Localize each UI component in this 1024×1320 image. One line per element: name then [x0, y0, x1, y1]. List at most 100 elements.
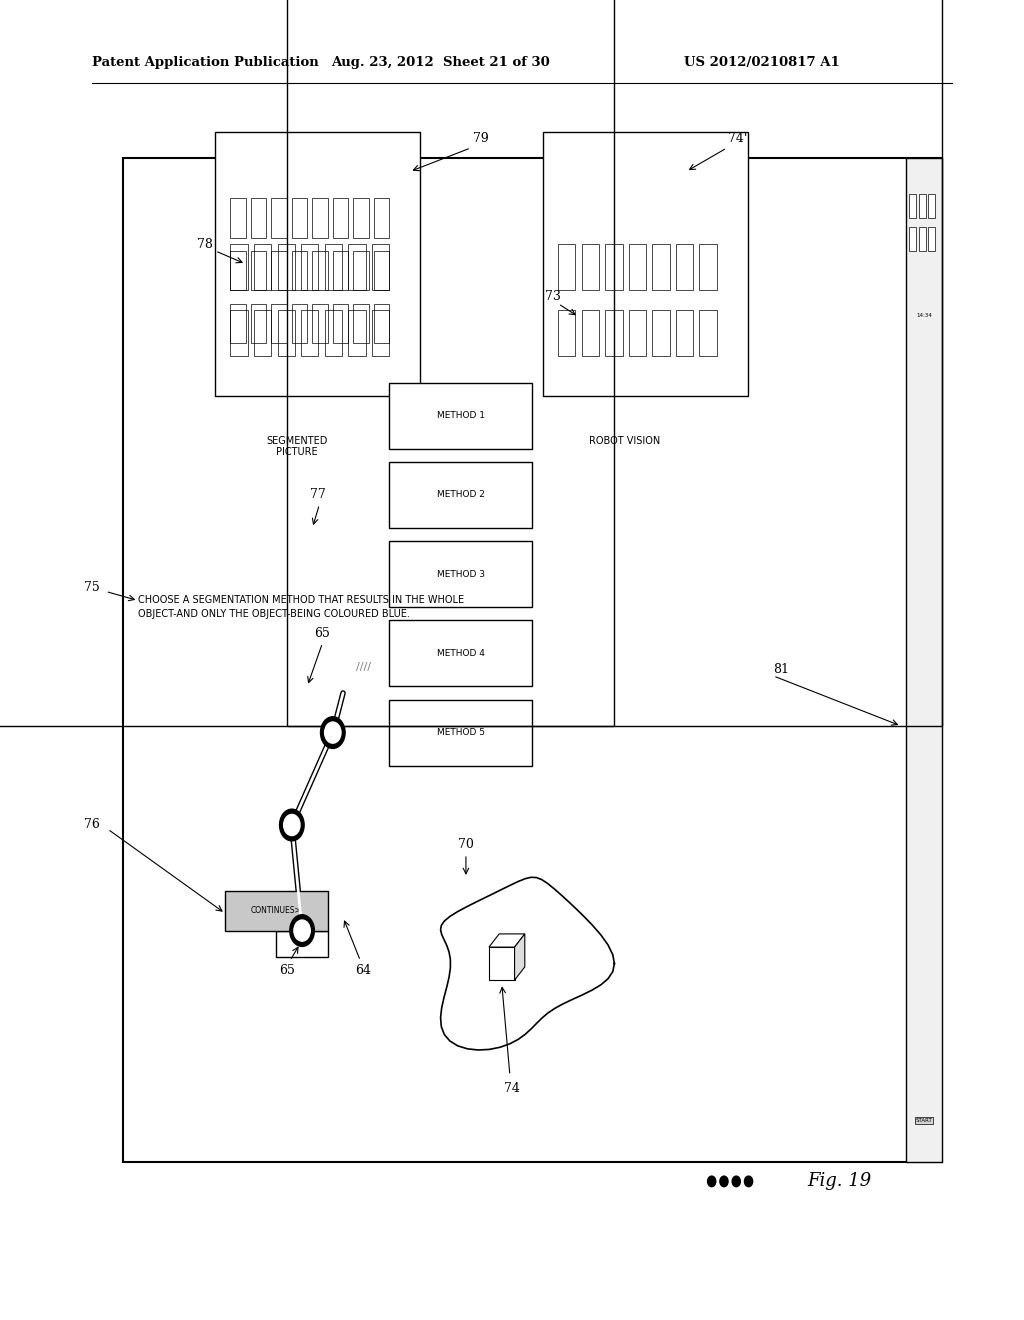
Bar: [276, 931, 328, 957]
Bar: [301, 310, 318, 356]
Bar: [374, 198, 389, 238]
Text: Aug. 23, 2012  Sheet 21 of 30: Aug. 23, 2012 Sheet 21 of 30: [331, 55, 550, 69]
Bar: [372, 310, 389, 356]
Bar: [271, 304, 287, 343]
Text: 76: 76: [84, 818, 100, 832]
Text: 75: 75: [84, 581, 100, 594]
Bar: [389, 462, 532, 528]
Bar: [558, 310, 575, 356]
Bar: [906, 158, 942, 1162]
Text: 65: 65: [314, 627, 331, 640]
Text: 64: 64: [355, 964, 372, 977]
Bar: [292, 251, 307, 290]
Bar: [699, 244, 717, 290]
Bar: [582, 244, 599, 290]
Bar: [389, 383, 532, 449]
Text: 74: 74: [504, 1082, 520, 1096]
Text: METHOD 5: METHOD 5: [437, 729, 484, 737]
Text: 73: 73: [545, 290, 561, 304]
Bar: [230, 244, 248, 290]
Circle shape: [294, 920, 310, 941]
Bar: [312, 198, 328, 238]
Bar: [271, 251, 287, 290]
Bar: [909, 194, 916, 218]
Bar: [292, 304, 307, 343]
Bar: [629, 244, 646, 290]
Text: Patent Application Publication: Patent Application Publication: [92, 55, 318, 69]
Bar: [389, 700, 532, 766]
Text: 77: 77: [309, 488, 326, 502]
Text: START: START: [915, 1118, 933, 1123]
Text: 81: 81: [773, 663, 790, 676]
Text: 78: 78: [197, 238, 213, 251]
Bar: [230, 304, 246, 343]
Bar: [230, 198, 246, 238]
Bar: [928, 227, 935, 251]
Bar: [254, 244, 271, 290]
Text: CONTINUES>: CONTINUES>: [251, 907, 302, 915]
Bar: [251, 304, 266, 343]
Bar: [652, 310, 670, 356]
Bar: [543, 132, 748, 396]
Text: Fig. 19: Fig. 19: [808, 1172, 871, 1191]
Bar: [230, 310, 248, 356]
Bar: [251, 251, 266, 290]
Bar: [312, 304, 328, 343]
Bar: [225, 891, 328, 931]
Bar: [605, 244, 623, 290]
Text: 65: 65: [279, 964, 295, 977]
Text: ////: ////: [356, 661, 371, 672]
Bar: [919, 227, 926, 251]
Bar: [230, 251, 246, 290]
Bar: [215, 132, 420, 396]
Text: METHOD 2: METHOD 2: [437, 491, 484, 499]
Bar: [374, 251, 389, 290]
Bar: [333, 198, 348, 238]
Bar: [389, 620, 532, 686]
Bar: [676, 310, 693, 356]
Circle shape: [708, 1176, 716, 1187]
Circle shape: [280, 809, 304, 841]
Bar: [582, 310, 599, 356]
Bar: [325, 310, 342, 356]
Circle shape: [325, 722, 341, 743]
Bar: [325, 244, 342, 290]
Bar: [123, 158, 942, 1162]
Bar: [353, 304, 369, 343]
Text: 79: 79: [473, 132, 489, 145]
Bar: [389, 541, 532, 607]
Text: CHOOSE A SEGMENTATION METHOD THAT RESULTS IN THE WHOLE
OBJECT-AND ONLY THE OBJEC: CHOOSE A SEGMENTATION METHOD THAT RESULT…: [138, 595, 464, 619]
Bar: [629, 310, 646, 356]
Bar: [333, 304, 348, 343]
Bar: [254, 310, 271, 356]
Bar: [353, 251, 369, 290]
Circle shape: [744, 1176, 753, 1187]
Bar: [909, 227, 916, 251]
Bar: [605, 310, 623, 356]
Bar: [251, 198, 266, 238]
Circle shape: [290, 915, 314, 946]
Circle shape: [720, 1176, 728, 1187]
Circle shape: [321, 717, 345, 748]
Text: 74': 74': [728, 132, 746, 145]
Bar: [652, 244, 670, 290]
Bar: [919, 194, 926, 218]
Circle shape: [284, 814, 300, 836]
Bar: [312, 251, 328, 290]
Bar: [353, 198, 369, 238]
Bar: [676, 244, 693, 290]
Bar: [278, 310, 295, 356]
Bar: [699, 310, 717, 356]
Text: 14:34: 14:34: [916, 313, 932, 318]
Bar: [928, 194, 935, 218]
Bar: [301, 244, 318, 290]
Bar: [489, 946, 514, 979]
Bar: [374, 304, 389, 343]
Text: METHOD 4: METHOD 4: [437, 649, 484, 657]
Circle shape: [732, 1176, 740, 1187]
Bar: [348, 244, 366, 290]
Text: SEGMENTED
PICTURE: SEGMENTED PICTURE: [266, 436, 328, 457]
Bar: [372, 244, 389, 290]
Polygon shape: [489, 935, 524, 948]
Text: METHOD 1: METHOD 1: [437, 412, 484, 420]
